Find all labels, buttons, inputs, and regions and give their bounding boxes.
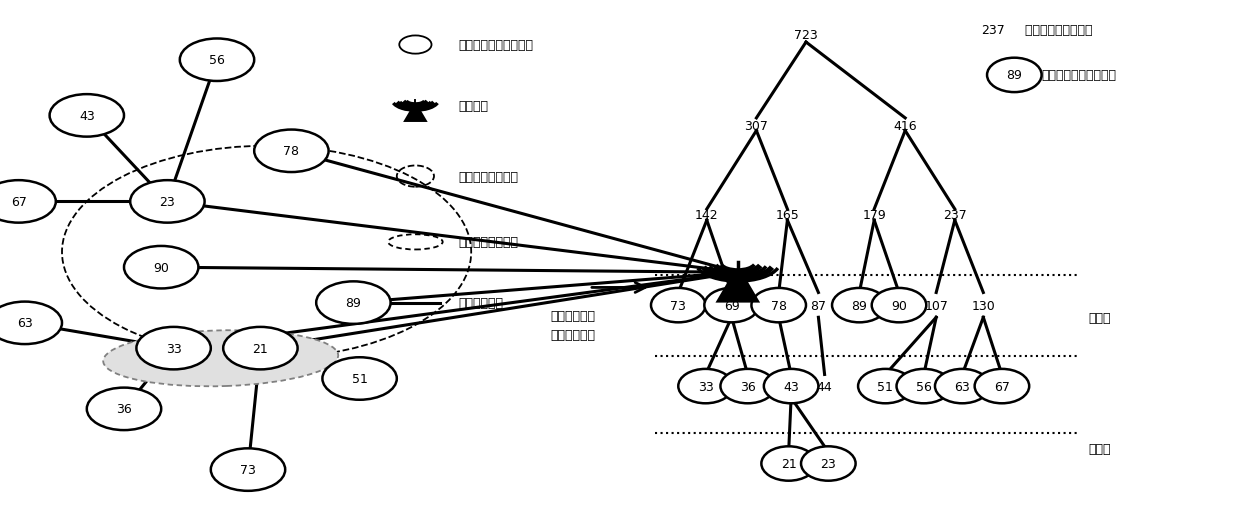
Text: 107: 107 <box>924 299 949 312</box>
Text: 21: 21 <box>253 342 268 355</box>
Text: 130: 130 <box>971 299 996 312</box>
Text: 89: 89 <box>1007 69 1022 82</box>
Text: 63: 63 <box>17 317 32 330</box>
Text: 307: 307 <box>744 120 769 133</box>
Text: 237: 237 <box>942 208 967 221</box>
Text: 管理节点: 管理节点 <box>459 99 489 113</box>
Text: 构建哈夫曼树
电量分层模型: 构建哈夫曼树 电量分层模型 <box>551 310 595 342</box>
Text: 90: 90 <box>154 261 169 274</box>
Ellipse shape <box>136 327 211 370</box>
Text: 67: 67 <box>11 195 26 209</box>
Ellipse shape <box>935 369 990 403</box>
Text: 36: 36 <box>117 402 131 416</box>
Text: 56: 56 <box>210 54 224 67</box>
Text: 416: 416 <box>893 120 918 133</box>
Ellipse shape <box>50 95 124 137</box>
Ellipse shape <box>0 181 56 223</box>
Ellipse shape <box>223 327 298 370</box>
Text: 36: 36 <box>740 380 755 393</box>
Text: 237: 237 <box>981 24 1004 37</box>
Text: 43: 43 <box>79 110 94 123</box>
Polygon shape <box>715 278 760 303</box>
Ellipse shape <box>751 288 806 323</box>
Text: 69: 69 <box>724 299 739 312</box>
Text: 传感器节点与剩余电量: 传感器节点与剩余电量 <box>459 39 533 52</box>
Text: 51: 51 <box>878 380 893 393</box>
Text: 89: 89 <box>852 299 867 312</box>
Ellipse shape <box>987 59 1042 93</box>
Text: 23: 23 <box>821 457 836 470</box>
Text: 数据转发路径: 数据转发路径 <box>459 296 503 310</box>
Text: 51: 51 <box>352 372 367 385</box>
Text: 环境变化频繁区域: 环境变化频繁区域 <box>459 236 518 249</box>
Text: 43: 43 <box>784 380 799 393</box>
Ellipse shape <box>211 448 285 491</box>
Text: 56: 56 <box>916 380 931 393</box>
Ellipse shape <box>761 446 816 481</box>
Ellipse shape <box>316 282 391 324</box>
Polygon shape <box>403 109 428 123</box>
Ellipse shape <box>897 369 951 403</box>
Ellipse shape <box>254 130 329 173</box>
Text: 最低层: 最低层 <box>1089 442 1111 455</box>
Text: 165: 165 <box>775 208 800 221</box>
Text: 723: 723 <box>794 29 818 42</box>
Ellipse shape <box>720 369 775 403</box>
Text: 179: 179 <box>862 208 887 221</box>
Text: 78: 78 <box>771 299 786 312</box>
Text: 传感器节点与剩余电量: 传感器节点与剩余电量 <box>1042 69 1116 82</box>
Text: 142: 142 <box>694 208 719 221</box>
Ellipse shape <box>832 288 887 323</box>
Text: 21: 21 <box>781 457 796 470</box>
Text: 73: 73 <box>241 463 255 476</box>
Ellipse shape <box>678 369 733 403</box>
Ellipse shape <box>180 39 254 82</box>
Text: 90: 90 <box>892 299 906 312</box>
Text: 78: 78 <box>284 145 299 158</box>
Text: 63: 63 <box>955 380 970 393</box>
Text: 73: 73 <box>671 299 686 312</box>
Text: 67: 67 <box>994 380 1009 393</box>
Text: 44: 44 <box>817 380 832 393</box>
Ellipse shape <box>87 388 161 430</box>
Text: 最高层: 最高层 <box>1089 312 1111 325</box>
Ellipse shape <box>764 369 818 403</box>
Ellipse shape <box>130 181 205 223</box>
Ellipse shape <box>103 331 339 386</box>
Ellipse shape <box>858 369 913 403</box>
Ellipse shape <box>975 369 1029 403</box>
Ellipse shape <box>0 302 62 344</box>
Ellipse shape <box>124 246 198 289</box>
Ellipse shape <box>322 358 397 400</box>
Text: 管理节点覆盖范围: 管理节点覆盖范围 <box>459 170 518 183</box>
Text: 87: 87 <box>811 299 826 312</box>
Ellipse shape <box>704 288 759 323</box>
Text: 计算过程中中间数值: 计算过程中中间数值 <box>1017 24 1092 37</box>
Text: 89: 89 <box>346 296 361 310</box>
Text: 33: 33 <box>698 380 713 393</box>
Ellipse shape <box>801 446 856 481</box>
Ellipse shape <box>651 288 706 323</box>
Text: 23: 23 <box>160 195 175 209</box>
Text: 33: 33 <box>166 342 181 355</box>
Ellipse shape <box>872 288 926 323</box>
